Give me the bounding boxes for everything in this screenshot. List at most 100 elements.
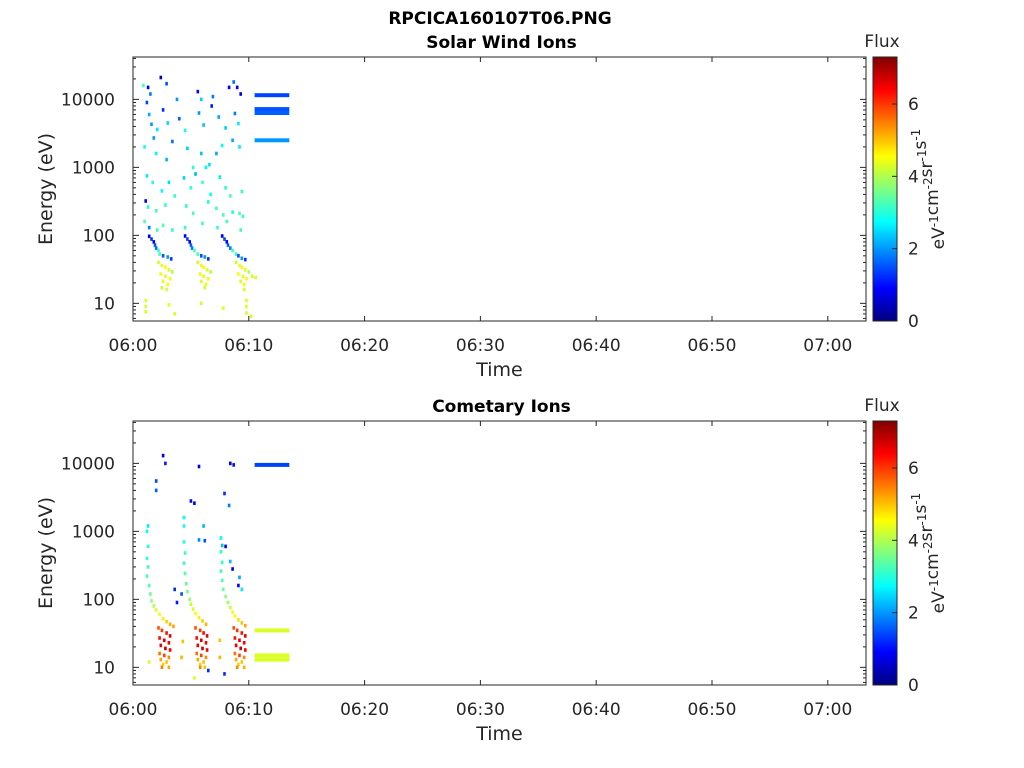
y-tick-label: 10: [93, 294, 115, 314]
flux-cell: [204, 165, 208, 170]
flux-cell: [197, 111, 201, 115]
flux-cell: [159, 75, 163, 80]
flux-cell: [217, 115, 220, 119]
flux-cell: [158, 612, 161, 617]
flux-cell: [164, 646, 167, 651]
flux-cell: [146, 85, 150, 90]
colorbar-title: Flux: [864, 32, 899, 52]
flux-cell: [158, 636, 161, 640]
flux-cell: [154, 209, 158, 213]
flux-cell: [195, 636, 198, 640]
flux-cell: [204, 655, 208, 660]
flux-cell: [232, 626, 235, 630]
flux-cell: [202, 265, 205, 269]
flux-cell: [154, 479, 158, 483]
flux-cell: [167, 641, 171, 645]
flux-cell: [147, 583, 151, 588]
flux-cell: [168, 648, 172, 652]
flux-cell: [186, 589, 189, 594]
flux-cell: [219, 550, 223, 554]
flux-cell: [242, 665, 246, 670]
flux-cell: [202, 524, 205, 528]
flux-cell: [223, 491, 226, 496]
flux-cell: [224, 126, 227, 130]
flux-cell: [154, 151, 158, 156]
flux-cell: [207, 200, 210, 204]
flux-cell: [181, 639, 185, 644]
colorbar-title: Flux: [864, 396, 899, 416]
flux-cell: [189, 186, 193, 190]
flux-cell: [171, 270, 174, 274]
flux-cell: [167, 655, 171, 660]
colorbar-tick-label: 4: [908, 167, 919, 187]
flux-cell: [201, 646, 204, 651]
flux-cell: [205, 268, 209, 272]
flux-cell: [229, 559, 232, 564]
flux-cell: [245, 311, 248, 315]
flux-cell: [144, 310, 147, 314]
flux-cell: [194, 172, 197, 176]
flux-cell: [245, 304, 248, 309]
flux-cell: [223, 672, 226, 676]
x-tick-label: 06:30: [456, 700, 505, 720]
flux-cell: [163, 653, 166, 658]
flux-cell: [231, 610, 234, 614]
flux-cell: [160, 189, 164, 193]
flux-band: [254, 107, 290, 112]
plot-background: [133, 421, 866, 685]
flux-band: [254, 462, 290, 467]
colorbar: [872, 420, 898, 686]
axes-frame: [132, 420, 867, 686]
colorbar-tick-label: 0: [908, 312, 919, 332]
flux-cell: [165, 619, 168, 624]
x-tick-label: 06:50: [687, 700, 736, 720]
colorbar-tick-label: 2: [908, 240, 919, 260]
plot-background: [133, 57, 866, 321]
flux-cell: [161, 616, 165, 621]
flux-cell: [196, 643, 200, 648]
colorbar-tick-label: 0: [908, 676, 919, 696]
flux-cell: [158, 651, 161, 656]
flux-cell: [215, 206, 218, 211]
flux-cell: [234, 252, 238, 256]
axes-frame: [132, 56, 867, 322]
flux-cell: [183, 234, 187, 238]
flux-band: [254, 93, 290, 98]
colorbar-tick-label: 2: [908, 604, 919, 624]
colorbar-tick-label: 6: [908, 459, 919, 479]
flux-cell: [242, 641, 246, 645]
flux-cell: [145, 174, 149, 178]
flux-cell: [147, 234, 151, 239]
flux-cell: [207, 668, 210, 673]
flux-cell: [211, 94, 215, 99]
colorbar-tick-label: 6: [908, 95, 919, 115]
flux-cell: [142, 83, 145, 88]
flux-cell: [254, 275, 257, 280]
flux-cell: [144, 304, 147, 309]
x-tick-label: 06:00: [109, 336, 158, 356]
flux-cell: [161, 279, 165, 284]
flux-cell: [218, 638, 222, 643]
flux-cell: [191, 607, 195, 611]
flux-cell: [227, 503, 231, 508]
flux-cell: [167, 268, 171, 272]
flux-cell: [201, 221, 204, 226]
flux-cell: [186, 237, 189, 241]
flux-cell: [197, 538, 201, 542]
flux-cell: [200, 97, 203, 102]
flux-cell: [244, 648, 247, 652]
flux-cell: [239, 279, 242, 284]
flux-cell: [156, 127, 159, 132]
figure-title: RPCICA160107T06.PNG: [388, 9, 611, 29]
flux-cell: [182, 176, 186, 180]
flux-cell: [194, 626, 197, 630]
flux-cell: [227, 85, 231, 90]
flux-cell: [202, 274, 205, 279]
flux-cell: [172, 624, 175, 629]
flux-cell: [157, 626, 160, 630]
cometary-ions-panel: 06:00 06:10 06:20 06:30 06:40 06:50 07:00 10 100…: [35, 396, 949, 745]
panel-title: Solar Wind Ions: [426, 33, 577, 53]
flux-cell: [191, 165, 195, 170]
flux-cell: [182, 524, 186, 528]
flux-cell: [188, 597, 191, 602]
